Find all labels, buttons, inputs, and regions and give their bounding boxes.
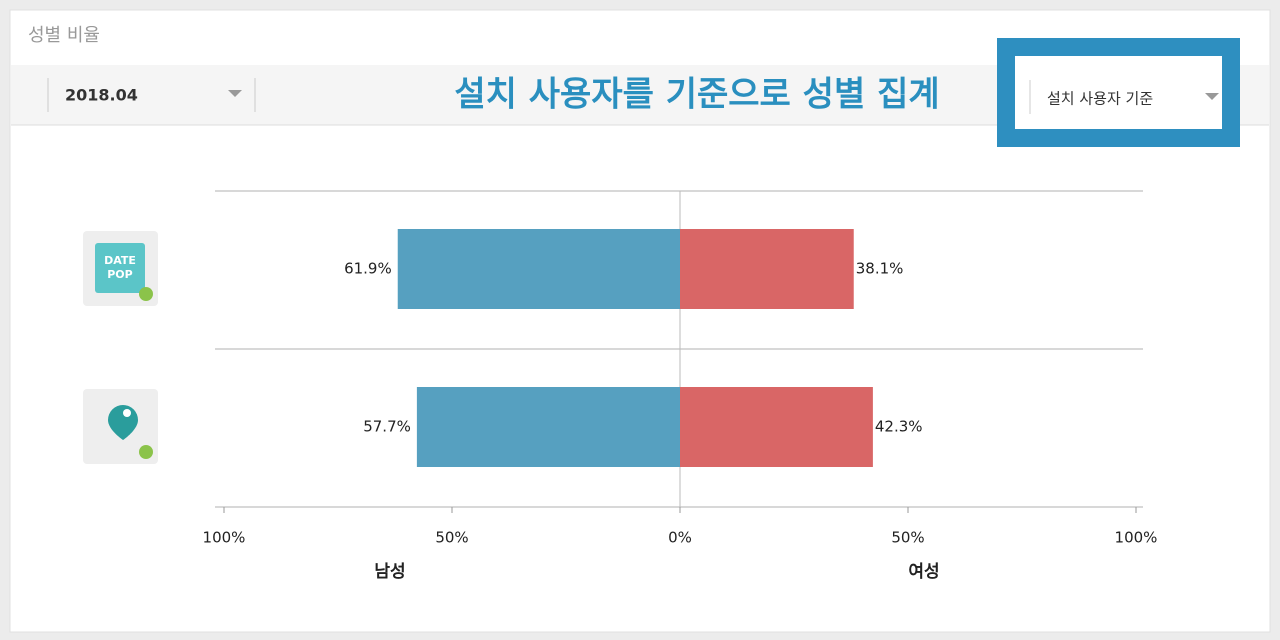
value-label: 42.3% (875, 418, 923, 436)
svg-text:DATE: DATE (104, 254, 136, 267)
x-tick-label: 100% (203, 529, 246, 547)
svg-text:POP: POP (107, 268, 132, 281)
x-tick-label: 100% (1115, 529, 1158, 547)
x-tick-label: 50% (435, 529, 468, 547)
axis-title: 남성 (374, 562, 405, 582)
value-label: 57.7% (363, 418, 411, 436)
annotation: 설치 사용자를 기준으로 성별 집계 (454, 75, 939, 115)
dropdown-arrow[interactable] (228, 90, 242, 97)
dropdown-arrow[interactable] (1205, 93, 1219, 100)
x-tick-label: 0% (668, 529, 692, 547)
x-tick-label: 50% (891, 529, 924, 547)
panel-title: 성별 비율 (28, 25, 100, 46)
app-icon (83, 389, 158, 464)
axis-title: 여성 (908, 562, 939, 582)
date-select[interactable]: 2018.04 (65, 86, 138, 105)
bar (397, 229, 680, 309)
bar (680, 229, 854, 309)
highlight-box (997, 38, 1240, 147)
basis-select[interactable]: 설치 사용자 기준 (1047, 90, 1153, 108)
value-label: 61.9% (344, 260, 392, 278)
app-icon: DATE POP (83, 231, 158, 306)
bar (680, 387, 873, 467)
bar (416, 387, 680, 467)
value-label: 38.1% (856, 260, 904, 278)
